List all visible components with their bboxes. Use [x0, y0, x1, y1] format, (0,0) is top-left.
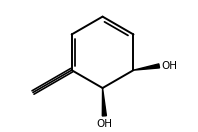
- Text: OH: OH: [96, 119, 112, 129]
- Text: OH: OH: [161, 61, 177, 71]
- Polygon shape: [102, 88, 106, 116]
- Polygon shape: [133, 64, 160, 70]
